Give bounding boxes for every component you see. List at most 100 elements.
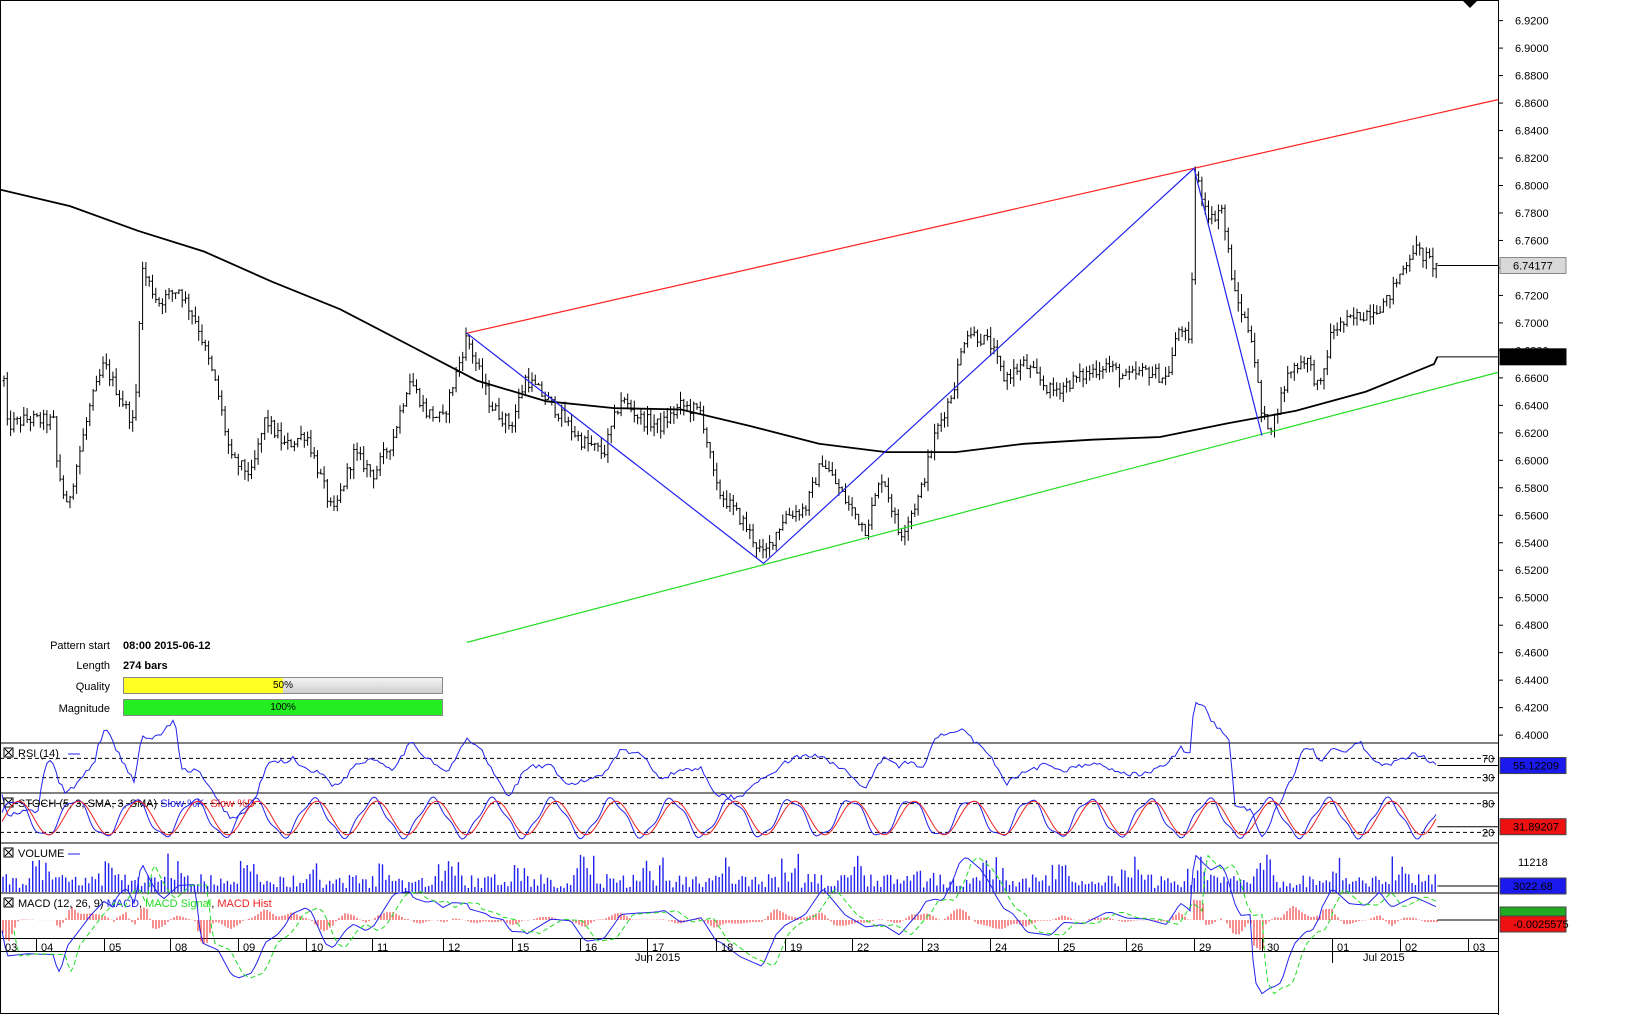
candle: [1339, 317, 1342, 332]
candle: [68, 495, 72, 509]
candle: [504, 412, 508, 434]
candle: [768, 535, 772, 557]
candle: [1273, 413, 1276, 438]
candle: [718, 479, 722, 500]
candle: [71, 483, 75, 500]
candle: [837, 478, 841, 496]
candle: [784, 510, 788, 525]
candle: [1342, 321, 1346, 333]
time-tick-label: 09: [243, 942, 255, 954]
candle: [596, 442, 600, 452]
candle: [801, 503, 805, 518]
candle: [124, 400, 128, 409]
candle: [900, 528, 904, 542]
candle: [19, 416, 22, 433]
stoch-value-box: [1499, 818, 1567, 836]
candle: [256, 438, 260, 465]
candle: [1309, 355, 1313, 371]
candle: [1395, 278, 1399, 288]
candle: [1230, 244, 1234, 281]
candle: [1405, 261, 1408, 274]
candle: [1180, 326, 1184, 338]
candle: [1071, 371, 1075, 389]
candle: [487, 380, 491, 414]
price-tick-label: 6.7800: [1515, 208, 1549, 220]
candle: [586, 429, 590, 452]
price-tick-label: 6.5400: [1515, 538, 1549, 550]
candle: [751, 523, 755, 548]
candle: [870, 497, 874, 530]
candle: [193, 306, 197, 324]
price-tick-label: 6.5200: [1515, 565, 1549, 577]
candle: [1236, 282, 1240, 312]
pattern-info-panel: Pattern start 08:00 2015-06-12 Length 27…: [0, 640, 450, 730]
time-tick-label: 01: [1337, 942, 1349, 954]
candle: [273, 419, 277, 439]
candle: [375, 465, 379, 480]
candle: [365, 459, 369, 478]
candle: [844, 483, 847, 505]
candle: [1434, 262, 1438, 279]
candle: [754, 542, 758, 558]
candle: [966, 330, 970, 348]
candle: [830, 461, 834, 476]
candle: [1081, 368, 1085, 388]
candle: [160, 298, 164, 315]
candle: [1111, 360, 1115, 373]
price-tick-label: 6.6400: [1515, 400, 1549, 412]
candle: [1345, 309, 1349, 327]
candle: [943, 412, 946, 428]
candle: [283, 435, 286, 445]
candle: [309, 429, 313, 458]
price-tick-label: 6.4600: [1515, 648, 1549, 660]
candle: [1348, 314, 1352, 319]
candle: [118, 390, 121, 407]
candle: [1127, 365, 1131, 380]
candle: [1183, 327, 1187, 341]
candle: [758, 539, 762, 553]
candle: [1332, 325, 1336, 340]
candle: [606, 428, 610, 463]
candle: [263, 417, 267, 440]
candle: [279, 422, 283, 451]
macd-signal-box: [1499, 906, 1567, 917]
candle: [745, 511, 748, 533]
candle: [174, 292, 178, 300]
candle: [811, 477, 814, 498]
candle: [969, 327, 973, 339]
candle: [1207, 200, 1210, 224]
candle: [15, 416, 19, 425]
stoch-level-label: 20: [1482, 827, 1494, 839]
candle: [448, 389, 451, 424]
candle: [883, 481, 887, 487]
candle: [253, 450, 257, 471]
candle: [55, 416, 59, 468]
candle: [748, 523, 752, 540]
candle: [1065, 377, 1069, 393]
price-tick-label: 6.4800: [1515, 620, 1549, 632]
candle: [1157, 363, 1161, 383]
candle: [979, 333, 983, 347]
candle: [1352, 307, 1356, 326]
candle: [1051, 377, 1055, 397]
macd-line: [1, 854, 1437, 995]
month-label-jul: Jul 2015: [1363, 952, 1405, 964]
candle: [1022, 356, 1026, 367]
candle: [471, 339, 475, 364]
candle: [259, 432, 263, 453]
candle: [1256, 359, 1260, 383]
candle: [121, 390, 125, 407]
candle: [560, 404, 564, 427]
candle: [1286, 365, 1290, 393]
pattern-start-value: 08:00 2015-06-12: [123, 640, 211, 652]
candle: [619, 392, 623, 417]
candle: [982, 334, 986, 345]
candle: [1075, 375, 1078, 383]
candle: [886, 477, 890, 503]
candle: [1055, 382, 1059, 397]
candle: [339, 483, 343, 504]
price-tick-label: 6.8400: [1515, 126, 1549, 138]
candle: [210, 355, 214, 372]
